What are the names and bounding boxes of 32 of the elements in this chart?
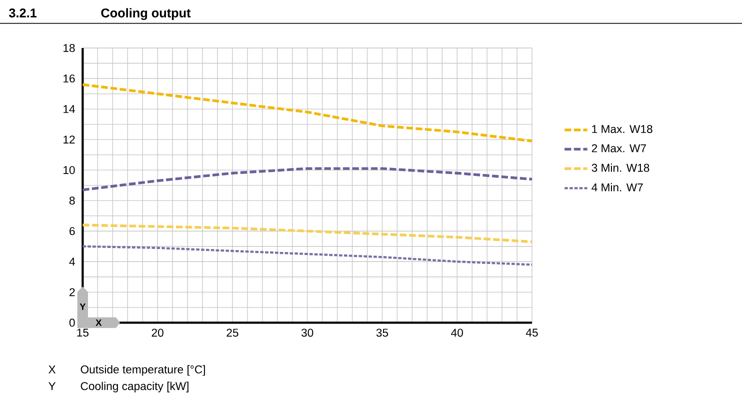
text: Outside temperature [°C]	[80, 365, 205, 376]
legend-label: 4 Min. W7	[592, 183, 643, 192]
y-tick-label: 6	[70, 227, 75, 236]
y-tick-label: 8	[69, 196, 75, 205]
x-tick-label: 45	[526, 328, 538, 337]
y-tick-label: 14	[64, 105, 75, 113]
x-tick-label: 25	[226, 328, 238, 337]
legend-label: 1 Max. W18	[592, 125, 652, 134]
y-tick-label: 16	[64, 74, 75, 83]
text: Cooling capacity [kW]	[80, 382, 188, 392]
x-tick-label: 30	[301, 328, 314, 337]
text: Y	[48, 382, 56, 390]
y-axis-title: Y	[80, 303, 86, 310]
x-tick-label: 40	[451, 328, 463, 337]
text: X	[48, 366, 56, 374]
y-tick-label: 4	[69, 258, 75, 266]
legend-label: 3 Min. W18	[592, 164, 650, 172]
chart-title: 3.2.1	[9, 8, 37, 18]
x-tick-label: 15	[77, 328, 88, 337]
chart-subtitle: Cooling output	[101, 8, 191, 20]
y-tick-label: 12	[64, 136, 75, 144]
legend-label: 2 Max. W7	[592, 144, 646, 152]
x-axis-title: X	[96, 319, 102, 326]
y-tick-label: 10	[64, 166, 75, 174]
line-series	[81, 83, 534, 142]
line-series	[82, 245, 534, 266]
y-tick-label: 0	[69, 318, 75, 327]
line-series	[81, 167, 534, 192]
y-tick-label: 18	[64, 44, 75, 52]
y-tick-label: 2	[70, 288, 75, 296]
x-tick-label: 35	[376, 328, 388, 337]
x-tick-label: 20	[152, 328, 164, 337]
